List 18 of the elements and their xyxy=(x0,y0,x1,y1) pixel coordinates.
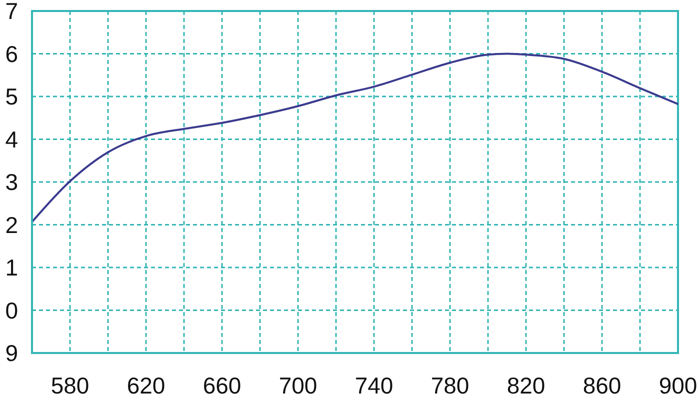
x-tick-label: 860 xyxy=(582,372,622,398)
x-tick-label: 780 xyxy=(430,372,470,398)
text: 5 xyxy=(5,84,18,110)
x-tick-label: 580 xyxy=(50,372,90,398)
text: 1 xyxy=(5,254,18,280)
x-tick-label: 820 xyxy=(506,372,546,398)
x-tick-label: 700 xyxy=(278,372,318,398)
text: 2 xyxy=(5,212,18,238)
x-tick-label: 900 xyxy=(658,372,698,398)
text: 9 xyxy=(5,340,18,366)
text: 4 xyxy=(5,126,18,152)
text: 0 xyxy=(5,297,18,324)
x-tick-label: 660 xyxy=(202,372,242,398)
text: 7 xyxy=(5,0,18,24)
x-tick-label: 740 xyxy=(354,372,394,398)
text: 6 xyxy=(5,40,18,67)
text: 3 xyxy=(5,169,18,195)
x-tick-label: 620 xyxy=(126,372,166,398)
